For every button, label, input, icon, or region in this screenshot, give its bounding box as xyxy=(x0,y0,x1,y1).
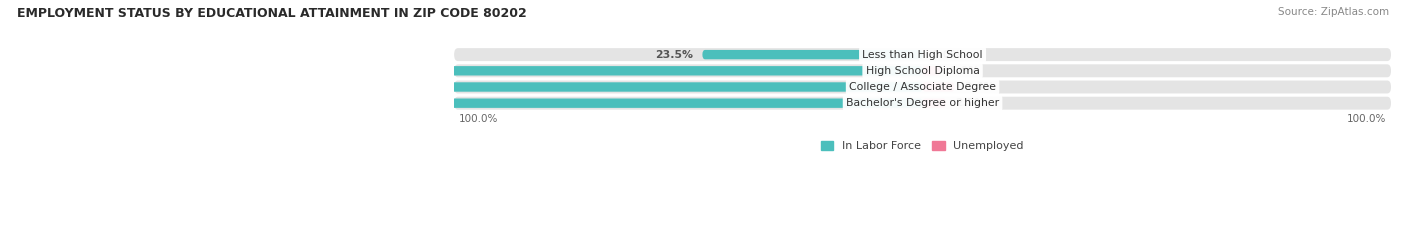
FancyBboxPatch shape xyxy=(454,81,1391,93)
Text: EMPLOYMENT STATUS BY EDUCATIONAL ATTAINMENT IN ZIP CODE 80202: EMPLOYMENT STATUS BY EDUCATIONAL ATTAINM… xyxy=(17,7,527,20)
Text: 100.0%: 100.0% xyxy=(458,114,498,124)
Text: 0.0%: 0.0% xyxy=(932,50,962,60)
Text: High School Diploma: High School Diploma xyxy=(866,66,980,76)
Text: Less than High School: Less than High School xyxy=(862,50,983,60)
Text: 92.8%: 92.8% xyxy=(76,98,114,108)
FancyBboxPatch shape xyxy=(53,99,922,108)
Text: 2.5%: 2.5% xyxy=(955,98,986,108)
FancyBboxPatch shape xyxy=(454,64,1391,77)
FancyBboxPatch shape xyxy=(703,50,922,59)
Text: 70.1%: 70.1% xyxy=(290,66,328,76)
Text: College / Associate Degree: College / Associate Degree xyxy=(849,82,995,92)
FancyBboxPatch shape xyxy=(266,66,922,75)
FancyBboxPatch shape xyxy=(211,82,922,92)
FancyBboxPatch shape xyxy=(454,97,1391,110)
FancyBboxPatch shape xyxy=(454,48,1391,61)
Text: 76.0%: 76.0% xyxy=(233,82,271,92)
FancyBboxPatch shape xyxy=(922,66,941,75)
FancyBboxPatch shape xyxy=(922,82,955,92)
Text: 1.9%: 1.9% xyxy=(949,66,980,76)
Legend: In Labor Force, Unemployed: In Labor Force, Unemployed xyxy=(821,141,1024,151)
FancyBboxPatch shape xyxy=(922,99,946,108)
Text: 23.5%: 23.5% xyxy=(655,50,693,60)
Text: 3.4%: 3.4% xyxy=(963,82,994,92)
Text: Source: ZipAtlas.com: Source: ZipAtlas.com xyxy=(1278,7,1389,17)
Text: 100.0%: 100.0% xyxy=(1347,114,1386,124)
Text: Bachelor's Degree or higher: Bachelor's Degree or higher xyxy=(846,98,1000,108)
